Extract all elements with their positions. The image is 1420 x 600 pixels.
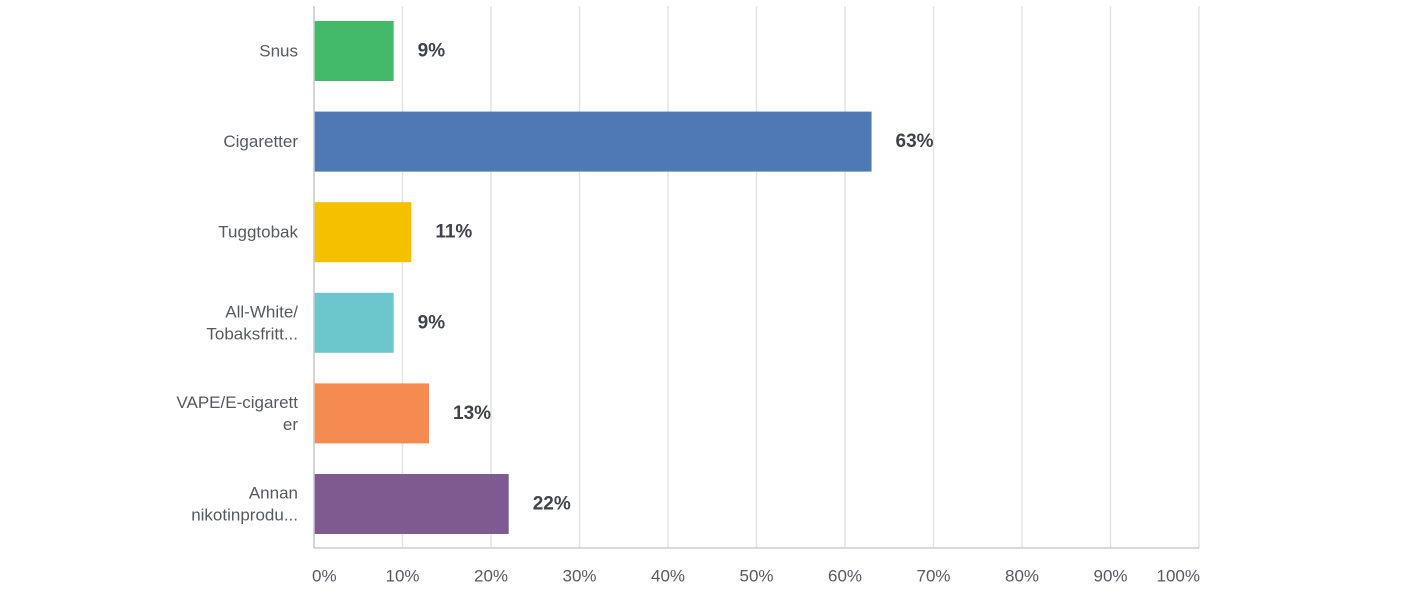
- category-label-3-1: Tobaksfritt...: [206, 324, 298, 343]
- bars: [314, 21, 872, 534]
- x-tick-label-3: 30%: [562, 567, 596, 586]
- category-label-0: Snus: [259, 42, 298, 61]
- x-tick-label-8: 80%: [1005, 567, 1039, 586]
- bar-3: [314, 292, 394, 353]
- x-tick-label-5: 50%: [739, 567, 773, 586]
- data-label-3: 9%: [418, 312, 446, 333]
- x-tick-label-7: 70%: [916, 567, 950, 586]
- category-label-3-0: All-White/: [225, 302, 298, 321]
- x-axis: 0% 10% 20% 30% 40% 50% 60% 70% 80% 90% 100%: [312, 6, 1200, 586]
- x-tick-label-0: 0%: [312, 567, 337, 586]
- bar-2: [314, 202, 412, 263]
- bar-0: [314, 21, 394, 81]
- data-labels: 9% 63% 11% 9% 13% 22%: [418, 41, 934, 515]
- x-tick-label-10: 100%: [1157, 567, 1200, 586]
- category-label-4-1: er: [283, 415, 298, 434]
- x-tick-label-2: 20%: [474, 567, 508, 586]
- category-label-2: Tuggtobak: [218, 223, 298, 242]
- category-label-4-0: VAPE/E-cigarett: [176, 393, 298, 412]
- grid-lines: [313, 6, 1200, 548]
- data-label-5: 22%: [533, 494, 571, 515]
- category-labels: Snus Cigaretter Tuggtobak All-White/Tobaksf…: [176, 42, 298, 525]
- x-tick-label-1: 10%: [385, 567, 419, 586]
- category-label-5-1: nikotinprodu...: [191, 506, 298, 525]
- category-label-5-0: Annan: [249, 484, 298, 503]
- data-label-1: 63%: [896, 131, 934, 152]
- x-tick-label-4: 40%: [651, 567, 685, 586]
- data-label-2: 11%: [435, 222, 472, 243]
- bar-1: [314, 111, 872, 172]
- x-tick-label-9: 90%: [1093, 567, 1127, 586]
- x-tick-label-6: 60%: [828, 567, 862, 586]
- bar-5: [314, 474, 509, 534]
- bar-4: [314, 383, 430, 444]
- category-label-1: Cigaretter: [223, 132, 298, 151]
- data-label-4: 13%: [453, 403, 491, 424]
- data-label-0: 9%: [418, 41, 446, 62]
